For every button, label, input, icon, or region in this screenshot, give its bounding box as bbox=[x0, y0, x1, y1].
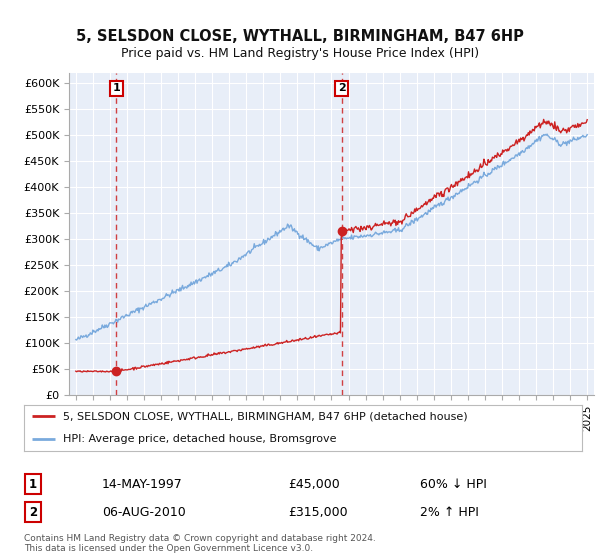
Text: 1: 1 bbox=[29, 478, 37, 491]
Text: 5, SELSDON CLOSE, WYTHALL, BIRMINGHAM, B47 6HP: 5, SELSDON CLOSE, WYTHALL, BIRMINGHAM, B… bbox=[76, 29, 524, 44]
Text: 14-MAY-1997: 14-MAY-1997 bbox=[102, 478, 183, 491]
Text: Contains HM Land Registry data © Crown copyright and database right 2024.
This d: Contains HM Land Registry data © Crown c… bbox=[24, 534, 376, 553]
Text: Price paid vs. HM Land Registry's House Price Index (HPI): Price paid vs. HM Land Registry's House … bbox=[121, 46, 479, 60]
Text: 1: 1 bbox=[112, 83, 120, 94]
Text: 2% ↑ HPI: 2% ↑ HPI bbox=[420, 506, 479, 519]
Text: 06-AUG-2010: 06-AUG-2010 bbox=[102, 506, 186, 519]
Text: 60% ↓ HPI: 60% ↓ HPI bbox=[420, 478, 487, 491]
Text: 5, SELSDON CLOSE, WYTHALL, BIRMINGHAM, B47 6HP (detached house): 5, SELSDON CLOSE, WYTHALL, BIRMINGHAM, B… bbox=[63, 412, 467, 421]
Text: 2: 2 bbox=[338, 83, 346, 94]
Text: HPI: Average price, detached house, Bromsgrove: HPI: Average price, detached house, Brom… bbox=[63, 435, 337, 444]
Text: £45,000: £45,000 bbox=[288, 478, 340, 491]
Text: £315,000: £315,000 bbox=[288, 506, 347, 519]
Text: 2: 2 bbox=[29, 506, 37, 519]
